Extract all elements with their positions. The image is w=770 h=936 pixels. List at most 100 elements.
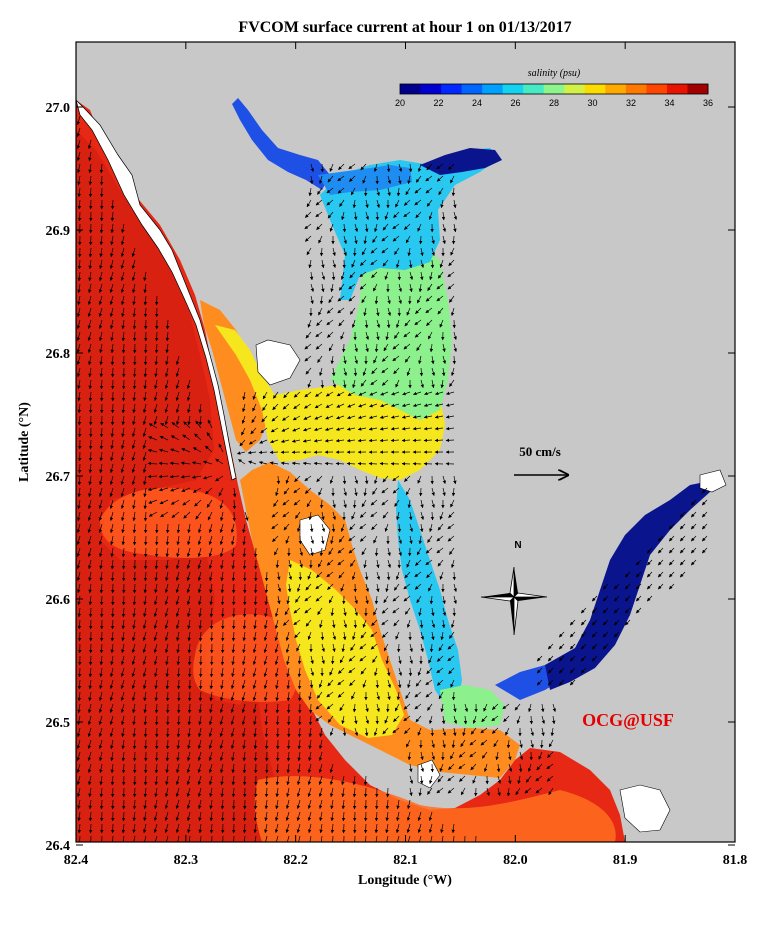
current-vector xyxy=(332,511,336,521)
current-vector xyxy=(352,199,357,209)
current-vector xyxy=(436,163,444,170)
current-vector xyxy=(324,438,334,443)
current-vector xyxy=(417,475,422,484)
current-vector xyxy=(170,499,180,505)
current-vector xyxy=(273,391,279,399)
current-vector xyxy=(154,367,158,378)
current-vector xyxy=(242,811,247,822)
current-vector xyxy=(269,461,279,465)
x-tick-label: 82.4 xyxy=(64,853,89,868)
current-vector xyxy=(434,438,444,443)
current-vector xyxy=(87,139,92,150)
current-vector xyxy=(77,463,82,474)
current-vector xyxy=(436,295,444,302)
current-vector xyxy=(387,307,392,317)
current-vector xyxy=(415,175,422,183)
current-vector xyxy=(88,235,93,246)
current-vector xyxy=(374,343,379,353)
current-vector xyxy=(398,163,403,173)
current-vector xyxy=(420,379,424,389)
colorbar-tick-label: 28 xyxy=(549,98,559,108)
current-vector xyxy=(352,499,357,509)
current-vector xyxy=(164,379,169,390)
current-vector xyxy=(390,403,400,408)
current-vector xyxy=(309,523,314,533)
current-vector xyxy=(77,415,82,426)
current-vector xyxy=(337,307,345,314)
current-vector xyxy=(431,355,435,365)
current-vector xyxy=(88,271,92,282)
current-vector xyxy=(396,643,401,653)
colorbar-tick-label: 24 xyxy=(472,98,482,108)
current-vector xyxy=(88,823,93,834)
current-vector xyxy=(332,247,336,257)
current-vector xyxy=(453,331,457,341)
current-vector xyxy=(197,523,202,534)
current-vector xyxy=(109,475,114,486)
current-vector xyxy=(332,499,336,509)
current-vector xyxy=(131,259,136,270)
current-vector xyxy=(132,391,137,402)
current-vector xyxy=(315,391,323,397)
colorbar-swatch xyxy=(420,84,442,94)
current-vector xyxy=(158,448,169,453)
current-vector xyxy=(132,379,137,390)
current-vector xyxy=(154,343,159,354)
current-vector xyxy=(76,139,81,150)
current-vector xyxy=(215,475,224,482)
current-vector xyxy=(354,355,358,365)
current-vector xyxy=(303,427,312,432)
current-vector xyxy=(298,571,303,581)
current-vector xyxy=(251,415,257,424)
current-vector xyxy=(353,211,358,221)
current-vector xyxy=(371,271,378,279)
current-vector xyxy=(207,511,213,521)
current-vector xyxy=(420,247,424,257)
y-tick-label: 26.6 xyxy=(46,593,71,608)
current-vector xyxy=(401,438,411,443)
current-vector xyxy=(181,448,191,453)
current-vector xyxy=(412,403,422,407)
current-vector xyxy=(305,367,312,375)
current-vector xyxy=(365,211,370,221)
current-vector xyxy=(195,420,202,429)
current-vector xyxy=(325,415,334,420)
current-vector xyxy=(321,511,325,521)
current-vector xyxy=(406,367,411,376)
current-vector xyxy=(275,487,279,497)
current-vector xyxy=(437,271,444,279)
barrier-islands xyxy=(76,99,237,481)
current-vector xyxy=(383,343,389,352)
current-vector xyxy=(143,559,148,570)
current-vector xyxy=(88,439,93,450)
current-vector xyxy=(450,175,455,184)
current-vector xyxy=(170,435,180,441)
current-vector xyxy=(206,499,213,508)
current-vector xyxy=(452,355,457,365)
current-vector xyxy=(109,271,114,282)
colorbar-swatch xyxy=(523,84,545,94)
current-vector xyxy=(310,295,314,305)
current-vector xyxy=(376,199,380,209)
current-vector xyxy=(131,427,136,438)
current-vector xyxy=(297,523,301,533)
current-vector xyxy=(318,307,323,316)
current-vector xyxy=(99,631,104,642)
current-vector xyxy=(175,367,180,378)
colorbar-swatch xyxy=(543,84,565,94)
current-vector xyxy=(269,450,279,455)
current-vector xyxy=(337,187,345,194)
current-vector xyxy=(368,438,378,443)
current-vector xyxy=(271,511,279,518)
current-vector xyxy=(88,451,93,462)
current-vector xyxy=(690,499,697,506)
current-vector xyxy=(431,487,435,497)
current-vector xyxy=(392,235,400,242)
current-vector xyxy=(242,523,246,534)
current-vector xyxy=(412,415,422,419)
current-vector xyxy=(110,223,114,234)
current-vector xyxy=(154,715,159,726)
current-vector xyxy=(439,511,444,520)
current-vector xyxy=(434,415,444,419)
